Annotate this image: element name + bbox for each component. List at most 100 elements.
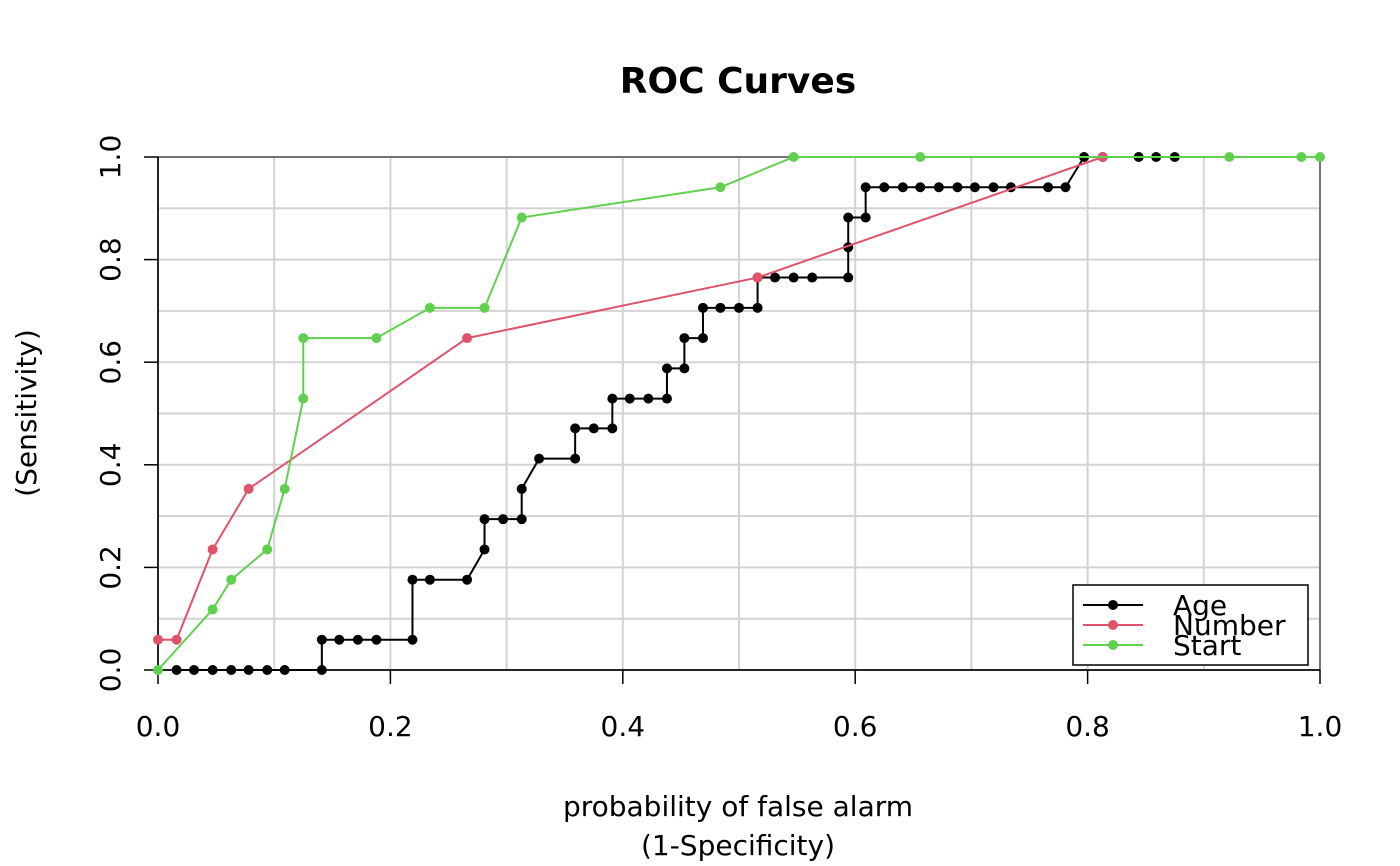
roc-point	[679, 363, 690, 374]
roc-point	[1043, 182, 1054, 193]
chart-title: ROC Curves	[620, 61, 856, 102]
roc-point	[570, 453, 581, 464]
roc-point	[988, 182, 999, 193]
roc-point	[843, 212, 854, 223]
roc-point	[1060, 182, 1071, 193]
roc-point	[516, 514, 527, 525]
roc-point	[1224, 152, 1235, 162]
roc-point	[243, 483, 254, 494]
roc-point	[661, 363, 672, 374]
roc-point	[570, 423, 581, 434]
roc-point	[516, 483, 527, 494]
x-axis-label: probability of false alarm	[563, 790, 913, 823]
roc-point	[860, 212, 871, 223]
y-tick-label: 0.8	[94, 237, 127, 282]
roc-point	[371, 634, 382, 645]
roc-point	[679, 333, 690, 344]
x-tick-label: 0.4	[601, 710, 646, 743]
roc-point	[1296, 152, 1307, 162]
roc-point	[262, 665, 273, 675]
roc-point	[788, 152, 799, 162]
x-tick-label: 0.8	[1065, 710, 1110, 743]
roc-point	[462, 333, 473, 344]
roc-point	[171, 634, 182, 645]
y-tick-label: 0.2	[94, 545, 127, 590]
roc-point	[316, 665, 327, 675]
roc-point	[371, 333, 382, 344]
roc-point	[624, 393, 635, 404]
roc-point	[479, 302, 490, 313]
roc-point	[661, 393, 672, 404]
roc-point	[516, 212, 527, 223]
roc-point	[298, 393, 309, 404]
roc-point	[697, 333, 708, 344]
y-tick-label: 1.0	[94, 135, 127, 180]
x-axis-label: (1-Specificity)	[641, 829, 835, 862]
roc-point	[915, 182, 926, 193]
roc-point	[352, 634, 363, 645]
roc-point	[262, 544, 273, 555]
roc-point	[607, 423, 618, 434]
roc-point	[715, 302, 726, 313]
roc-point	[243, 665, 254, 675]
roc-point	[424, 574, 435, 585]
roc-point	[752, 272, 763, 283]
roc-point	[479, 514, 490, 525]
roc-point	[734, 302, 744, 313]
legend-label: Start	[1173, 629, 1241, 662]
roc-point	[879, 182, 890, 193]
roc-point	[153, 665, 163, 675]
roc-point	[697, 302, 708, 313]
roc-point	[843, 272, 854, 283]
x-tick-label: 0.2	[368, 710, 413, 743]
roc-point	[279, 483, 290, 494]
y-tick-label: 0.0	[94, 648, 127, 693]
x-tick-label: 1.0	[1298, 710, 1343, 743]
roc-point	[860, 182, 871, 193]
roc-point	[952, 182, 963, 193]
legend-label: Age	[1173, 589, 1227, 622]
x-tick-label: 0.6	[833, 710, 878, 743]
roc-point	[226, 574, 237, 585]
roc-point	[171, 665, 182, 675]
roc-point	[479, 544, 490, 555]
y-tick-label: 0.6	[94, 340, 127, 385]
roc-point	[207, 544, 218, 555]
legend-label: Number	[1173, 609, 1286, 642]
roc-point	[933, 182, 944, 193]
legend-point	[1108, 640, 1118, 650]
roc-point	[407, 634, 418, 645]
roc-point	[498, 514, 509, 525]
roc-point	[279, 665, 290, 675]
roc-point	[897, 182, 908, 193]
roc-point	[788, 272, 799, 283]
y-tick-label: 0.4	[94, 443, 127, 488]
roc-point	[588, 423, 599, 434]
roc-point	[1315, 152, 1325, 162]
roc-point	[334, 634, 345, 645]
roc-point	[407, 574, 418, 585]
roc-point	[424, 302, 435, 313]
y-axis-label: (Sensitivity)	[10, 329, 43, 497]
roc-point	[153, 634, 163, 645]
roc-point	[534, 453, 545, 464]
roc-point	[770, 272, 781, 283]
roc-point	[207, 665, 218, 675]
roc-point	[807, 272, 818, 283]
roc-point	[207, 604, 218, 615]
roc-point	[316, 634, 327, 645]
roc-point	[298, 333, 309, 344]
roc-point	[189, 665, 200, 675]
roc-point	[643, 393, 654, 404]
x-tick-label: 0.0	[136, 710, 181, 743]
legend-point	[1108, 620, 1118, 630]
roc-point	[715, 182, 726, 193]
roc-point	[969, 182, 980, 193]
roc-point	[226, 665, 237, 675]
legend-point	[1108, 600, 1118, 610]
roc-point	[915, 152, 926, 162]
roc-point	[462, 574, 473, 585]
